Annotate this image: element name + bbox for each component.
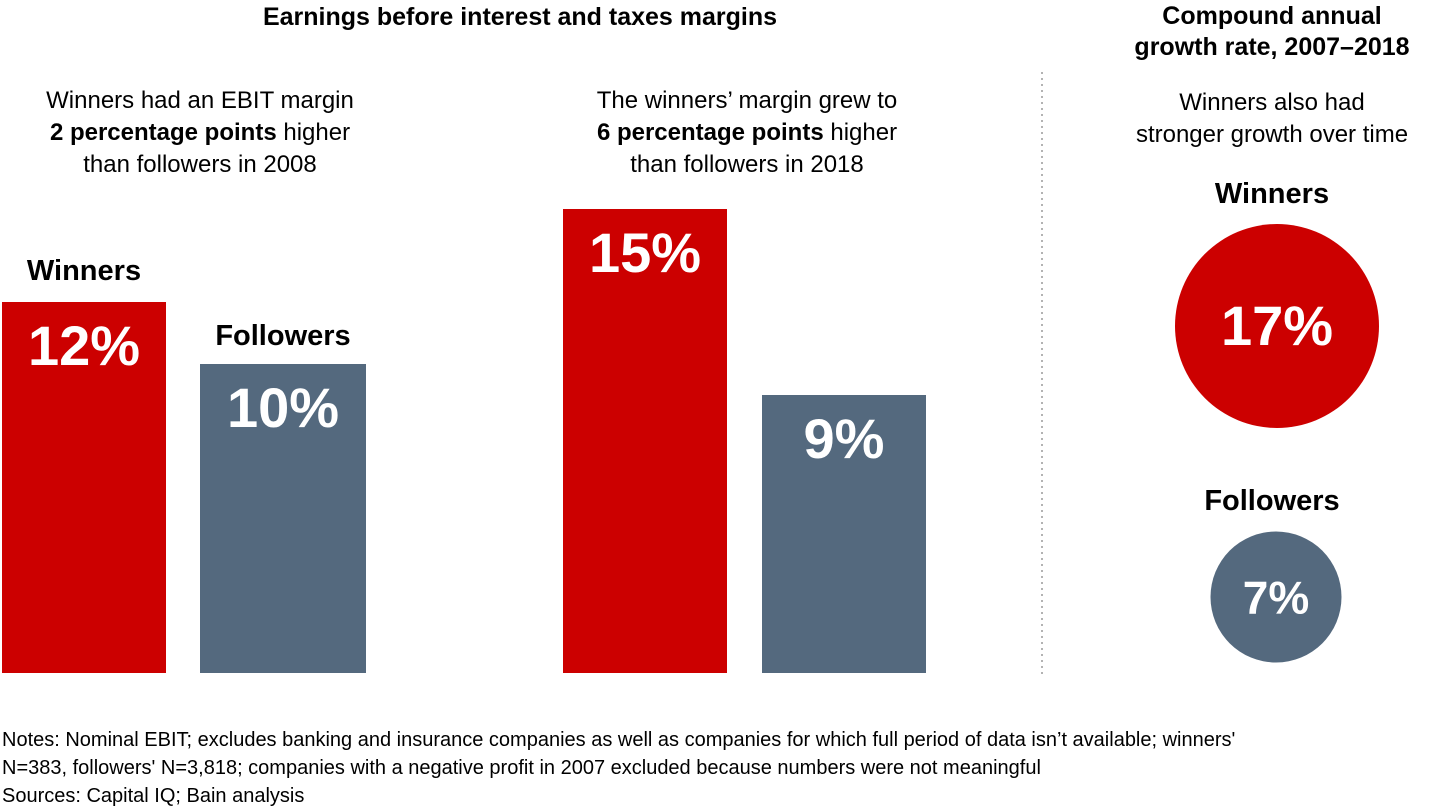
bar-label-winners-2008: Winners xyxy=(26,255,142,287)
bubble-label-followers: Followers xyxy=(1204,485,1340,517)
annotation-2008: Winners had an EBIT margin 2 percentage … xyxy=(5,85,395,181)
annotation-growth-line2: stronger growth over time xyxy=(1135,121,1409,148)
bar-winners-2008: 12% xyxy=(2,302,166,673)
annotation-2008-after-bold: higher xyxy=(276,119,351,146)
annotation-growth-line1: Winners also had xyxy=(1179,89,1365,116)
bar-winners-2018: 15% xyxy=(563,209,727,673)
bubble-value-winners: 17% xyxy=(1220,294,1334,357)
annotation-2018-after-bold: higher xyxy=(823,119,898,146)
bar-value-followers-2018: 9% xyxy=(803,407,885,470)
annotation-2018-line3: than followers in 2018 xyxy=(630,151,864,178)
annotation-2008-line3: than followers in 2008 xyxy=(83,151,317,178)
annotation-2018: The winners’ margin grew to 6 percentage… xyxy=(552,85,942,181)
right-chart-title-line1: Compound annual xyxy=(1162,2,1382,30)
bar-label-followers-2008: Followers xyxy=(215,320,351,352)
right-chart-title-line2: growth rate, 2007–2018 xyxy=(1134,33,1410,61)
main-chart-title: Earnings before interest and taxes margi… xyxy=(262,3,778,31)
annotation-2018-line2: 6 percentage points higher xyxy=(552,117,942,149)
annotation-2008-bold: 2 percentage points xyxy=(49,119,277,146)
footnote-sources: Sources: Capital IQ; Bain analysis xyxy=(2,785,305,807)
annotation-growth: Winners also had stronger growth over ti… xyxy=(1096,87,1440,151)
bubble-followers: 7% xyxy=(1210,531,1342,663)
bar-value-followers-2008: 10% xyxy=(226,376,340,439)
annotation-2008-line1: Winners had an EBIT margin xyxy=(46,87,354,114)
footnote-line1: Notes: Nominal EBIT; excludes banking an… xyxy=(2,729,1236,751)
bar-value-winners-2008: 12% xyxy=(27,314,141,377)
footnote-line2: N=383, followers' N=3,818; companies wit… xyxy=(2,757,1041,779)
right-chart-title: Compound annual growth rate, 2007–2018 xyxy=(1096,1,1440,63)
bubble-label-winners: Winners xyxy=(1214,178,1330,210)
bar-followers-2008: 10% xyxy=(200,364,366,673)
annotation-2018-bold: 6 percentage points xyxy=(596,119,824,146)
annotation-2008-line2: 2 percentage points higher xyxy=(5,117,395,149)
footnotes: Notes: Nominal EBIT; excludes banking an… xyxy=(2,726,1382,810)
bar-value-winners-2018: 15% xyxy=(588,221,702,284)
bar-followers-2018: 9% xyxy=(762,395,926,673)
section-divider-dotted-line xyxy=(1041,72,1043,677)
bubble-winners: 17% xyxy=(1175,224,1379,428)
bubble-value-followers: 7% xyxy=(1242,571,1310,623)
annotation-2018-line1: The winners’ margin grew to xyxy=(596,87,898,114)
